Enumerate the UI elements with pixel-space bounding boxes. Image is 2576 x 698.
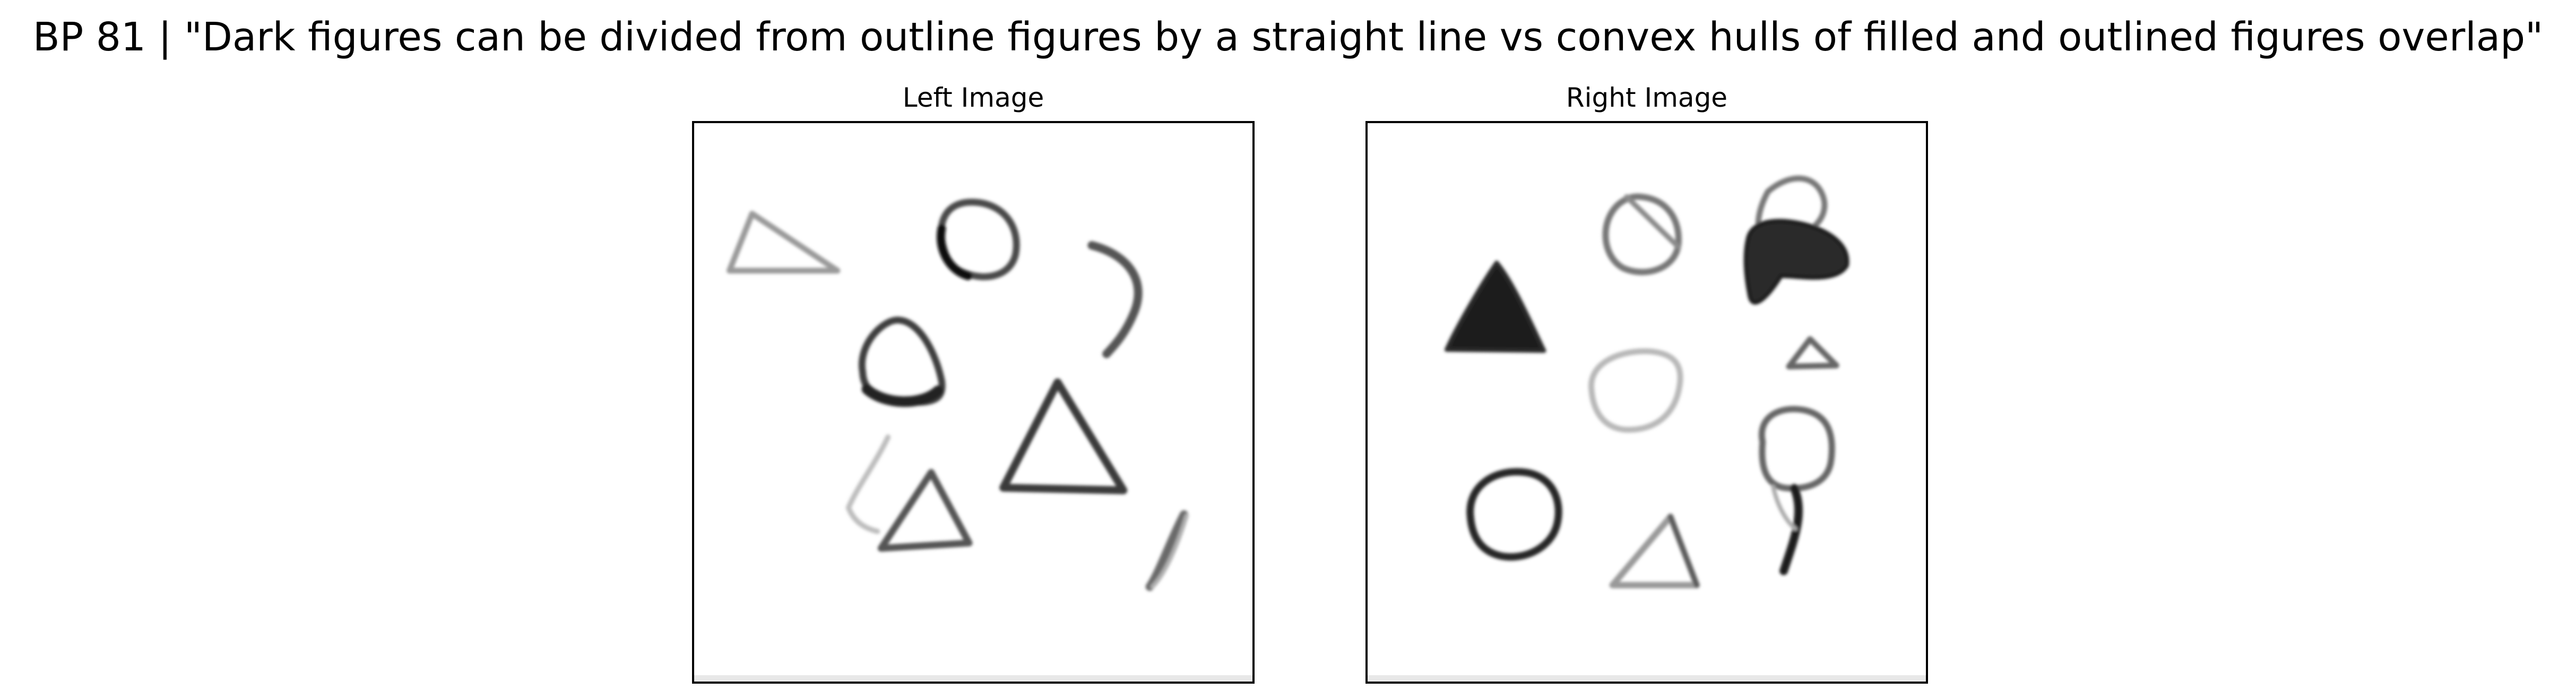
circle-diagonal-line [1624,194,1681,250]
right-panel-title: Right Image [1566,82,1728,113]
outline-faint-stroke-shape [845,434,891,535]
right-image-panel [1365,121,1928,684]
dark-outline-circle-shape [1466,468,1562,561]
outline-small-triangle-shape [877,469,973,552]
outline-circle-with-tail-shape [1758,406,1835,492]
outline-triangle-shape [727,211,841,274]
outline-short-stroke-shape [1145,510,1188,591]
filled-blob-shape [1743,219,1849,305]
circle-dark-edge [937,224,973,280]
filled-triangle-shape [1444,261,1546,353]
outline-large-triangle-shape [999,378,1128,495]
rounded-triangle-dark-base [861,384,944,407]
outline-small-triangle-shape [1786,336,1839,369]
short-stroke-light [1150,513,1189,589]
left-panel-title: Left Image [902,82,1044,113]
outline-arc-shape [1087,241,1143,358]
bottom-triangle-dark-edge [1667,514,1700,588]
right-image-canvas [1368,175,1926,682]
left-image-panel [692,121,1255,684]
circle-tail-dark [1779,484,1803,575]
outline-circle-with-line-shape [1602,193,1682,275]
left-image-canvas [694,199,1252,682]
outline-rounded-square-shape [1588,348,1683,433]
circle-tail-light [1771,484,1797,531]
figure-title: BP 81 | "Dark figures can be divided fro… [32,14,2544,60]
